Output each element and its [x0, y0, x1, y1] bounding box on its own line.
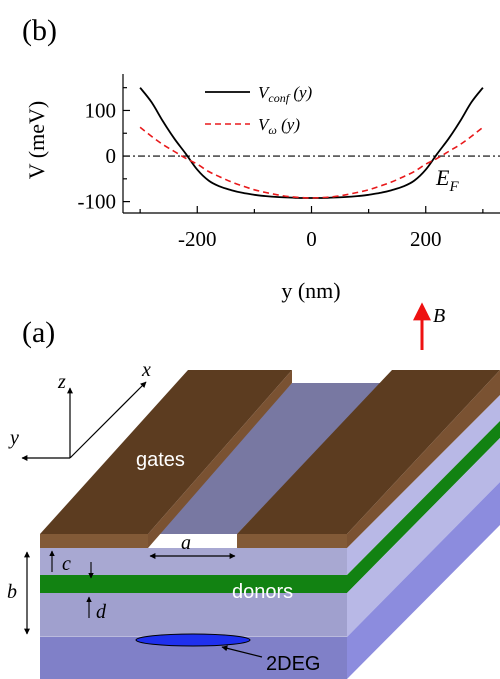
z-axis-label: z — [57, 371, 66, 393]
dim-d-label: d — [96, 601, 107, 623]
dim-c-label: c — [62, 553, 71, 575]
left-gate-top — [40, 370, 292, 534]
left-gate — [40, 370, 292, 548]
front-middle-layer — [40, 593, 347, 637]
twodeg-pointer — [221, 645, 263, 658]
panel-a-label: (a) — [22, 316, 55, 349]
left-gate-side — [148, 370, 292, 548]
gate-gap-surface — [148, 383, 381, 534]
y-tick-label: 0 — [106, 144, 117, 168]
potential-chart: -100 0 100 -200 0 200 Vconf (y) Vω (y) EF V (… — [24, 74, 500, 303]
side-face-top-layer — [347, 395, 500, 575]
gates-label: gates — [136, 449, 185, 471]
side-face-bottom-layer — [347, 482, 500, 679]
coordinate-axes: z y x — [8, 359, 151, 461]
twodeg-ellipse — [135, 633, 251, 647]
axis-ticks — [123, 87, 484, 213]
tick-labels: -100 0 100 -200 0 200 — [78, 98, 442, 251]
right-gate-front — [237, 534, 347, 548]
series-vconf-line — [139, 87, 484, 199]
legend: Vconf (y) Vω (y) — [205, 83, 313, 137]
front-donor-layer — [40, 575, 347, 593]
side-face-donor-layer — [347, 421, 500, 593]
front-top-layer — [40, 548, 347, 575]
fermi-energy-label: EF — [435, 165, 459, 195]
panel-b-label: (b) — [22, 14, 57, 47]
right-gate — [237, 370, 500, 548]
donors-label: donors — [232, 581, 293, 603]
field-label: B — [433, 305, 445, 327]
twodeg-label: 2DEG — [266, 653, 320, 675]
y-axis-title: V (meV) — [24, 101, 49, 179]
x-tick-label: 200 — [410, 227, 442, 251]
panel-b: (b) -100 0 100 -200 0 200 Vconf (y) Vω (y) EF… — [22, 14, 500, 303]
left-gate-front — [40, 534, 148, 548]
x-axis-arrow — [69, 381, 147, 459]
panel-a: (a) B z y x — [7, 302, 500, 679]
y-tick-label: -100 — [78, 190, 117, 214]
x-tick-label: 0 — [306, 227, 317, 251]
y-tick-label: 100 — [85, 98, 117, 122]
x-axis-title: y (nm) — [281, 278, 340, 303]
x-tick-label: -200 — [178, 227, 217, 251]
dimension-markers: a b c d — [7, 532, 236, 635]
legend-label-vomega: Vω (y) — [258, 115, 300, 137]
legend-label-vconf: Vconf (y) — [258, 83, 313, 105]
dim-a-label: a — [181, 532, 191, 554]
heterostructure — [40, 370, 500, 679]
y-axis-label: y — [8, 427, 19, 449]
side-face-middle-layer — [347, 438, 500, 637]
x-axis-label: x — [141, 359, 151, 381]
dim-b-label: b — [7, 581, 17, 603]
right-gate-top — [237, 370, 500, 534]
right-gate-side — [347, 370, 500, 548]
